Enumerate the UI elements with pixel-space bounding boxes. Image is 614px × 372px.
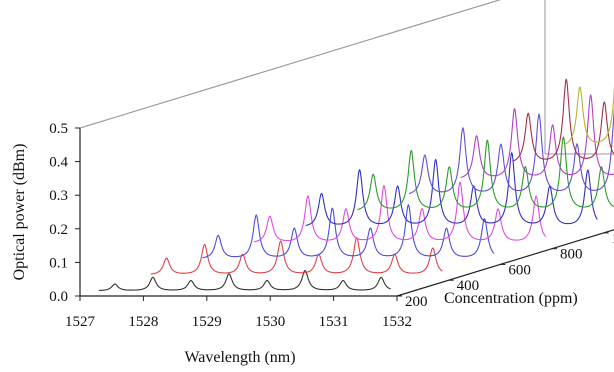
series-line-1000 xyxy=(305,152,598,227)
series-line-200 xyxy=(98,269,391,292)
y-axis-title: Optical power (dBm) xyxy=(11,144,28,281)
x-tick-label: 1529 xyxy=(192,314,222,330)
y-tick-label: 0.3 xyxy=(49,188,68,204)
top-left-edge xyxy=(79,0,501,129)
z-tick-label: 200 xyxy=(405,294,428,310)
y-tick-label: 0.2 xyxy=(49,222,68,238)
x-tick-label: 1530 xyxy=(255,314,285,330)
z-tick-label: 1000 xyxy=(612,231,614,247)
series-line-1200 xyxy=(357,136,614,211)
plot-box xyxy=(79,0,614,155)
x-tick-label: 1528 xyxy=(128,314,158,330)
series-line-800 xyxy=(253,181,547,243)
tick-labels-group: 1527 1528 1529 1530 1531 1532 0.0 0.1 0.2 0.3 0.4 0… xyxy=(49,121,614,330)
x-tick-label: 1527 xyxy=(65,314,96,330)
series-group xyxy=(98,78,614,292)
z-axis-title: Concentration (ppm) xyxy=(444,290,578,307)
series-line-1600 xyxy=(460,94,614,179)
axes-group xyxy=(75,0,614,301)
z-axis-line xyxy=(396,229,614,297)
series-line-600 xyxy=(202,204,495,259)
y-tick-label: 0.0 xyxy=(49,289,68,305)
y-tick-label: 0.4 xyxy=(49,155,68,171)
y-tick-label: 0.1 xyxy=(49,255,68,271)
series-line-1800 xyxy=(512,78,614,162)
z-tick-label: 400 xyxy=(457,278,480,294)
y-tick-label: 0.5 xyxy=(49,121,68,137)
x-tick-label: 1531 xyxy=(319,314,349,330)
z-tick-label: 800 xyxy=(560,247,583,263)
x-tick-label: 1532 xyxy=(382,314,412,330)
series-line-2000 xyxy=(563,86,614,146)
z-tick-label: 600 xyxy=(508,262,531,278)
series-line-1400 xyxy=(408,109,614,195)
x-axis-title: Wavelength (nm) xyxy=(184,349,295,366)
series-line-400 xyxy=(150,237,443,275)
back-wall-edge xyxy=(79,0,501,129)
